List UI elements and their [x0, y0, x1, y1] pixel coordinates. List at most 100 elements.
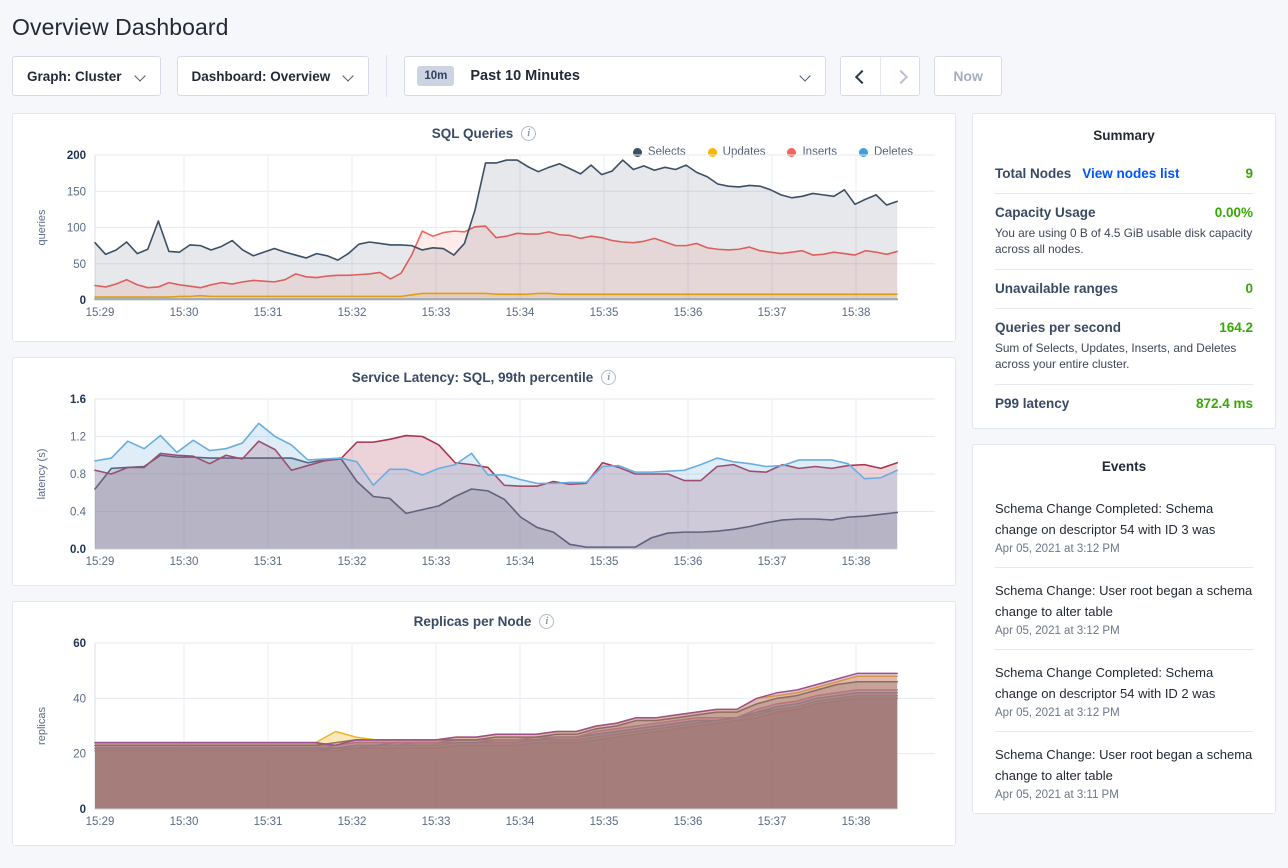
x-axis-tick: 15:36: [674, 556, 703, 568]
events-divider: [995, 731, 1253, 732]
series-area-n5: [95, 692, 898, 809]
series-line-node-red: [94, 434, 898, 487]
capacity-usage-value: 0.00%: [1214, 205, 1253, 220]
x-axis-tick: 15:37: [758, 816, 787, 828]
y-axis-tick: 20: [73, 749, 86, 761]
series-area-selects: [95, 160, 898, 300]
queries-per-second-description: Sum of Selects, Updates, Inserts, and De…: [995, 341, 1237, 371]
y-axis-tick: 50: [73, 259, 86, 271]
page-title: Overview Dashboard: [12, 14, 229, 40]
y-axis-title: latency (s): [36, 449, 48, 500]
x-axis-tick: 15:33: [422, 307, 451, 319]
x-axis-tick: 15:38: [842, 816, 871, 828]
x-axis-tick: 15:30: [170, 816, 199, 828]
toolbar-divider: [386, 55, 388, 97]
series-line-n1: [94, 672, 898, 747]
events-list: Schema Change Completed: Schema change o…: [973, 486, 1275, 813]
info-icon[interactable]: i: [521, 126, 537, 141]
y-axis-tick: 0: [80, 804, 86, 816]
sql-queries-card: SQL Queries i Selects Updates Inserts Delet…: [12, 113, 956, 342]
charts-column: SQL Queries i Selects Updates Inserts Delet…: [12, 113, 956, 861]
event-timestamp: Apr 05, 2021 at 3:12 PM: [995, 625, 1120, 637]
series-area-node-dark: [95, 455, 898, 549]
queries-per-second-label: Queries per second: [995, 320, 1122, 335]
x-axis-tick: 15:31: [254, 307, 283, 319]
service-latency-plot: 0.0 0.4 0.8 1.2 1.6 15:29 15:30 15:31 15:32 15:33…: [13, 385, 955, 575]
y-axis-tick: 0.4: [70, 507, 87, 519]
y-axis-tick: 0: [80, 295, 86, 307]
x-axis-tick: 15:29: [86, 816, 115, 828]
y-axis-tick: 100: [67, 223, 86, 235]
time-range-select[interactable]: 10m Past 10 Minutes: [404, 56, 827, 96]
y-axis-tick: 150: [67, 186, 86, 198]
p99-latency-label: P99 latency: [995, 396, 1070, 411]
x-axis-tick: 15:35: [590, 307, 619, 319]
y-axis-tick: 40: [73, 693, 86, 705]
legend-color-dot: [859, 147, 868, 157]
series-line-selects: [94, 159, 898, 261]
sql-queries-plot: 0 50 100 150 200 15:29 15:30 15:31 15:32 15:33 15:…: [13, 141, 955, 326]
graph-dropdown-label: Graph: Cluster: [27, 68, 122, 84]
view-nodes-list-link[interactable]: View nodes list: [1082, 166, 1180, 181]
y-axis-tick: 1.6: [70, 394, 86, 406]
toolbar: Graph: Cluster Dashboard: Overview 10m P…: [0, 41, 1288, 97]
total-nodes-label: Total Nodes: [995, 166, 1072, 181]
replicas-per-node-plot: 0 20 40 60 15:29 15:30 15:31 15:32 15:33 15:34 15:…: [13, 629, 955, 835]
event-item[interactable]: Schema Change: User root began a schema …: [973, 732, 1275, 813]
series-area-n1: [95, 673, 898, 809]
replicas-per-node-title: Replicas per Node: [413, 614, 532, 629]
series-line-n3: [94, 680, 898, 747]
x-axis-tick: 15:34: [506, 816, 535, 828]
x-axis-tick: 15:32: [338, 816, 367, 828]
dashboard-overview-dropdown[interactable]: Dashboard: Overview: [176, 56, 370, 96]
capacity-usage-label: Capacity Usage: [995, 205, 1096, 220]
previous-time-button[interactable]: [841, 57, 881, 95]
series-area-n3: [95, 681, 898, 809]
unavailable-ranges-value: 0: [1245, 281, 1253, 296]
y-axis-title: queries: [36, 209, 48, 246]
x-axis-tick: 15:37: [758, 556, 787, 568]
service-latency-card: Service Latency: SQL, 99th percentile i …: [12, 357, 956, 586]
x-axis-tick: 15:38: [842, 307, 871, 319]
summary-divider: [995, 308, 1253, 309]
x-axis-tick: 15:36: [674, 307, 703, 319]
legend-color-dot: [787, 147, 797, 157]
chevron-down-icon: [136, 71, 146, 81]
info-icon[interactable]: i: [601, 370, 617, 385]
legend-color-dot: [632, 147, 642, 157]
next-time-button[interactable]: [880, 57, 920, 95]
y-axis-title: replicas: [36, 707, 48, 745]
event-item[interactable]: Schema Change Completed: Schema change o…: [973, 486, 1275, 567]
now-button[interactable]: Now: [934, 56, 1002, 96]
series-area-updates: [95, 293, 898, 300]
chevron-down-icon: [801, 71, 811, 81]
summary-p99-row: P99 latency 872.4 ms: [973, 385, 1275, 411]
summary-qps-row: Queries per second 164.2 Sum of Selects,…: [973, 309, 1275, 372]
summary-capacity-row: Capacity Usage 0.00% You are using 0 B o…: [973, 194, 1275, 257]
event-item[interactable]: Schema Change: User root began a schema …: [973, 568, 1275, 649]
capacity-usage-description: You are using 0 B of 4.5 GiB usable disk…: [995, 226, 1253, 256]
x-axis-tick: 15:29: [86, 556, 115, 568]
summary-unavailable-ranges-row: Unavailable ranges 0: [973, 270, 1275, 296]
sql-queries-title: SQL Queries: [431, 126, 514, 141]
summary-panel: Summary Total Nodes View nodes list 9 Ca…: [972, 113, 1276, 429]
series-line-node-blue: [94, 422, 898, 487]
info-icon[interactable]: i: [539, 614, 555, 629]
event-item[interactable]: Schema Change Completed: Schema change o…: [973, 650, 1275, 731]
series-area-n8: [95, 698, 898, 809]
x-axis-tick: 15:31: [254, 816, 283, 828]
time-nav-group: [840, 56, 921, 96]
dashboard-dropdown-label: Dashboard: Overview: [191, 68, 331, 84]
summary-total-nodes-row: Total Nodes View nodes list 9: [973, 155, 1275, 181]
series-area-node-blue: [95, 423, 898, 549]
events-divider: [995, 567, 1253, 568]
graph-cluster-dropdown[interactable]: Graph: Cluster: [12, 56, 161, 96]
summary-divider: [995, 193, 1253, 194]
x-axis-tick: 15:30: [170, 556, 199, 568]
event-text: Schema Change Completed: Schema change o…: [995, 501, 1216, 537]
event-timestamp: Apr 05, 2021 at 3:12 PM: [995, 543, 1120, 555]
summary-divider: [995, 269, 1253, 270]
service-latency-title: Service Latency: SQL, 99th percentile: [351, 370, 594, 385]
x-axis-tick: 15:38: [842, 556, 871, 568]
